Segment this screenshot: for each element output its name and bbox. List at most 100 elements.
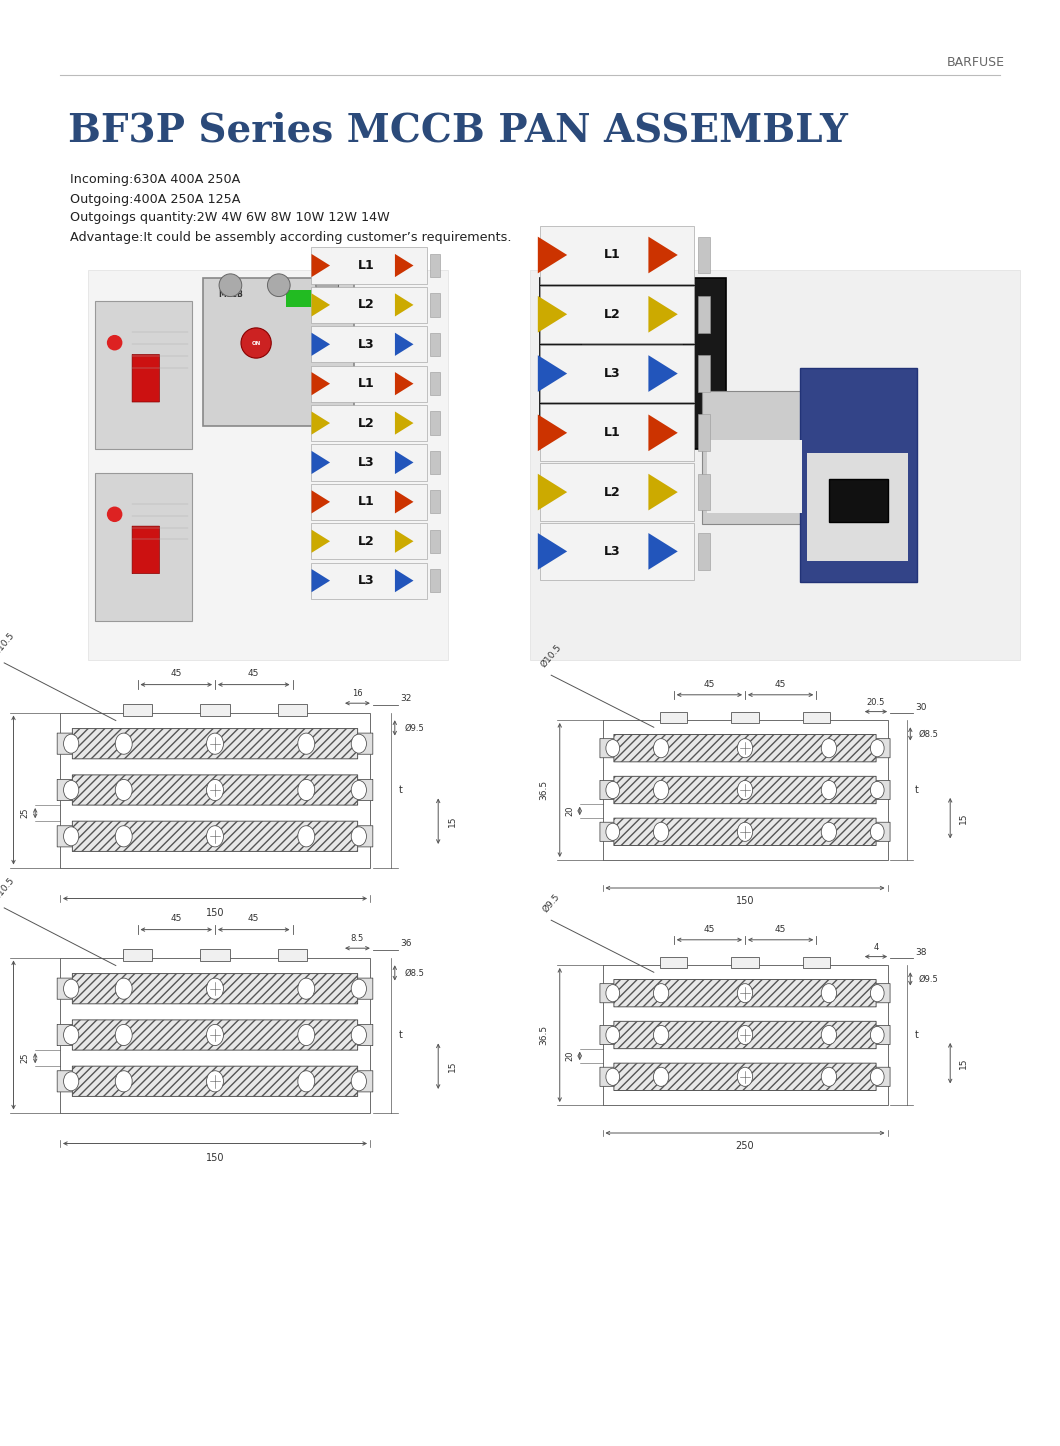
Ellipse shape — [738, 983, 753, 1002]
Ellipse shape — [870, 823, 884, 840]
Ellipse shape — [606, 823, 620, 840]
Bar — [312, 247, 427, 283]
Ellipse shape — [738, 823, 753, 842]
Text: 25: 25 — [20, 808, 29, 818]
Text: Ø10.5: Ø10.5 — [0, 630, 16, 656]
FancyBboxPatch shape — [344, 779, 373, 801]
Ellipse shape — [351, 1071, 367, 1090]
Bar — [602, 964, 887, 1105]
FancyBboxPatch shape — [344, 1024, 373, 1045]
Text: Ø10.5: Ø10.5 — [540, 643, 563, 669]
Bar — [697, 534, 710, 570]
Ellipse shape — [298, 779, 315, 801]
FancyBboxPatch shape — [72, 821, 357, 852]
Bar — [278, 704, 307, 716]
Bar — [88, 270, 448, 659]
Bar — [312, 286, 427, 322]
Bar — [530, 270, 1020, 659]
FancyBboxPatch shape — [614, 818, 877, 846]
Text: 16: 16 — [352, 688, 363, 698]
Text: 45: 45 — [248, 669, 260, 678]
Ellipse shape — [207, 779, 224, 801]
Text: t: t — [400, 785, 403, 795]
Circle shape — [219, 273, 242, 296]
FancyBboxPatch shape — [864, 823, 890, 842]
Bar — [312, 366, 427, 402]
Bar — [95, 301, 193, 450]
Ellipse shape — [606, 1069, 620, 1086]
Bar — [697, 237, 710, 273]
Ellipse shape — [606, 1027, 620, 1044]
FancyBboxPatch shape — [614, 777, 877, 804]
Ellipse shape — [351, 781, 367, 800]
Bar — [540, 278, 726, 450]
Text: 79.5: 79.5 — [0, 1025, 1, 1045]
Ellipse shape — [870, 739, 884, 756]
FancyBboxPatch shape — [614, 979, 877, 1006]
Bar — [540, 522, 694, 580]
Ellipse shape — [738, 781, 753, 800]
Ellipse shape — [116, 826, 132, 847]
Ellipse shape — [351, 979, 367, 998]
Polygon shape — [312, 372, 330, 395]
Ellipse shape — [822, 1067, 836, 1086]
Bar — [829, 479, 887, 522]
Bar — [60, 957, 370, 1112]
Text: t: t — [915, 785, 918, 795]
FancyBboxPatch shape — [600, 739, 625, 758]
FancyBboxPatch shape — [72, 973, 357, 1004]
Text: 20: 20 — [565, 805, 575, 816]
Text: MCCB: MCCB — [218, 291, 243, 299]
Text: L2: L2 — [357, 535, 374, 548]
Bar — [799, 367, 917, 581]
Text: L3: L3 — [604, 545, 621, 558]
Bar — [602, 720, 887, 860]
Ellipse shape — [653, 739, 669, 758]
Bar — [430, 451, 440, 474]
FancyBboxPatch shape — [132, 526, 159, 574]
Bar — [204, 278, 354, 427]
Ellipse shape — [606, 985, 620, 1002]
Bar — [430, 570, 440, 593]
Bar — [60, 713, 370, 868]
Ellipse shape — [738, 1025, 753, 1044]
FancyBboxPatch shape — [57, 977, 85, 999]
Bar — [312, 444, 427, 480]
Bar — [430, 412, 440, 435]
Ellipse shape — [653, 1067, 669, 1086]
Polygon shape — [395, 412, 413, 435]
Polygon shape — [395, 294, 413, 317]
Polygon shape — [395, 570, 413, 593]
FancyBboxPatch shape — [344, 977, 373, 999]
Bar — [540, 286, 694, 343]
Bar — [312, 523, 427, 560]
Text: 45: 45 — [775, 680, 787, 690]
Text: 45: 45 — [171, 669, 182, 678]
Ellipse shape — [653, 781, 669, 800]
Text: 150: 150 — [206, 908, 225, 918]
Text: 15: 15 — [447, 1060, 457, 1071]
FancyBboxPatch shape — [72, 775, 357, 805]
Ellipse shape — [822, 781, 836, 800]
Ellipse shape — [606, 781, 620, 798]
Text: 45: 45 — [775, 925, 787, 934]
Bar — [430, 529, 440, 552]
Polygon shape — [537, 237, 567, 273]
FancyBboxPatch shape — [57, 1024, 85, 1045]
FancyBboxPatch shape — [72, 1066, 357, 1096]
Text: Ø8.5: Ø8.5 — [919, 729, 939, 739]
Text: 36.5: 36.5 — [540, 779, 548, 800]
Text: L1: L1 — [357, 496, 374, 509]
FancyBboxPatch shape — [614, 1063, 877, 1090]
Ellipse shape — [298, 1024, 315, 1045]
Ellipse shape — [606, 739, 620, 756]
Bar — [581, 341, 684, 389]
Ellipse shape — [298, 733, 315, 755]
Ellipse shape — [870, 1069, 884, 1086]
Text: 45: 45 — [704, 925, 716, 934]
Text: 79.5: 79.5 — [0, 779, 1, 800]
Ellipse shape — [653, 983, 669, 1002]
FancyBboxPatch shape — [344, 826, 373, 847]
Text: Incoming:630A 400A 250A: Incoming:630A 400A 250A — [70, 174, 241, 187]
Polygon shape — [537, 474, 567, 510]
